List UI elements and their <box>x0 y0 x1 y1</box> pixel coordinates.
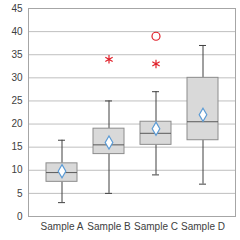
svg-text:40: 40 <box>11 26 23 37</box>
svg-text:25: 25 <box>11 95 23 106</box>
svg-text:Sample B: Sample B <box>87 221 131 232</box>
svg-text:Sample A: Sample A <box>41 221 84 232</box>
svg-text:Sample D: Sample D <box>181 221 225 232</box>
svg-text:15: 15 <box>11 141 23 152</box>
svg-text:0: 0 <box>17 211 23 222</box>
svg-text:35: 35 <box>11 49 23 60</box>
svg-text:45: 45 <box>11 3 23 14</box>
svg-text:5: 5 <box>17 188 23 199</box>
svg-text:30: 30 <box>11 72 23 83</box>
svg-text:20: 20 <box>11 118 23 129</box>
svg-text:10: 10 <box>11 164 23 175</box>
svg-text:Sample C: Sample C <box>134 221 178 232</box>
